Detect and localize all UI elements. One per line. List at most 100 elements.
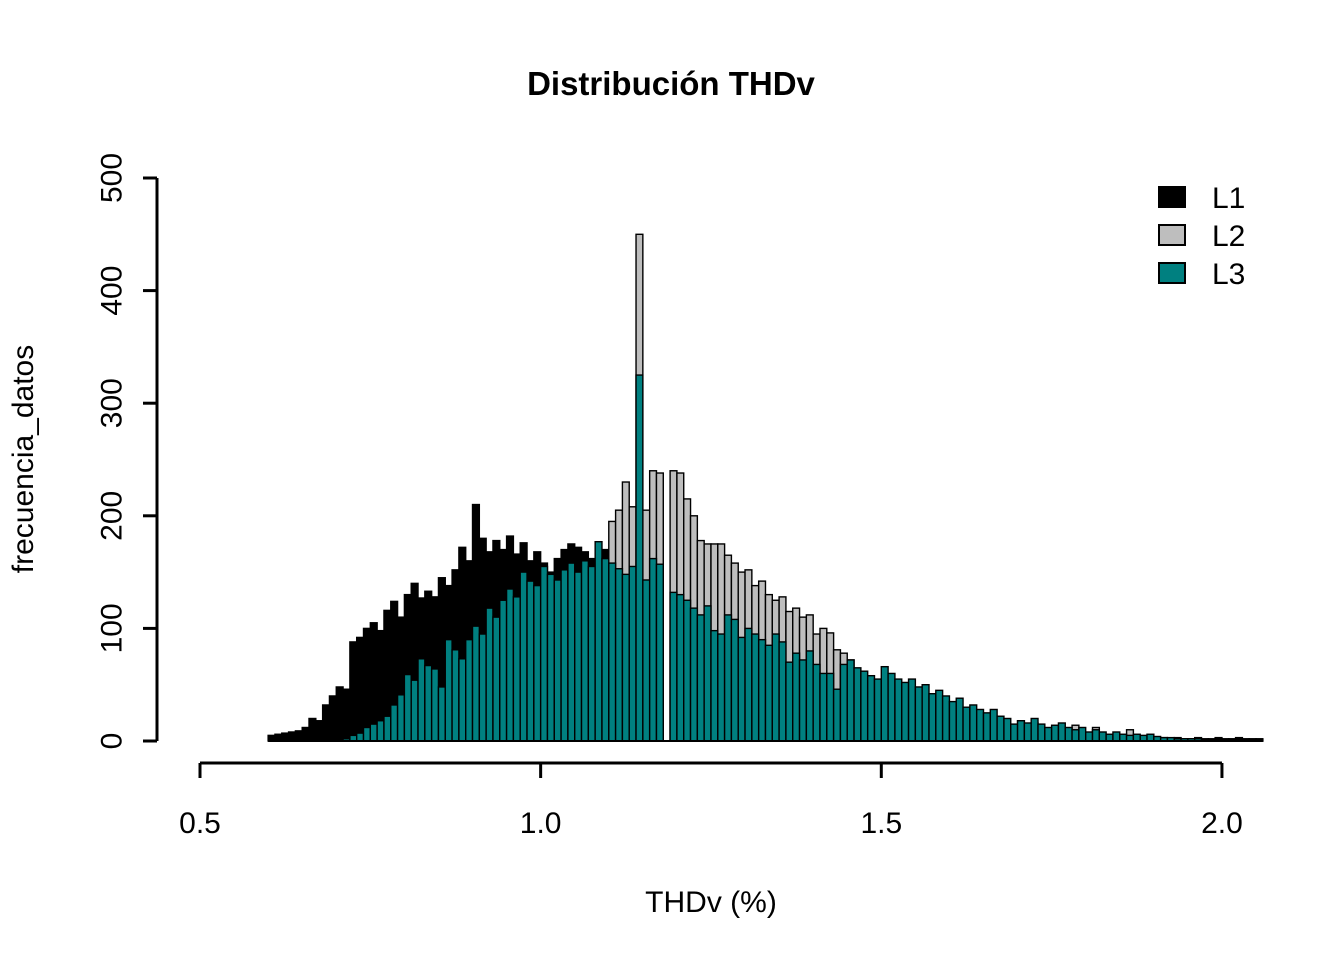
y-axis: 0 100 200 300 400 500 — [96, 153, 159, 750]
histogram-bar — [342, 688, 351, 742]
histogram-bar — [621, 573, 630, 742]
chart-title: Distribución THDv — [527, 65, 815, 102]
histogram-bar — [287, 731, 297, 742]
histogram-bar — [519, 571, 528, 742]
histogram-bar — [424, 664, 433, 742]
x-axis-label: THDv (%) — [645, 886, 777, 919]
legend-swatch-l3-icon — [1158, 262, 1186, 284]
histogram-bar — [1091, 729, 1101, 742]
histogram-bar — [975, 708, 985, 742]
y-tick-label: 0 — [96, 733, 129, 750]
legend-label-l3: L3 — [1212, 258, 1245, 291]
histogram-bar — [880, 665, 889, 742]
histogram-bar — [839, 663, 848, 742]
histogram-bar — [403, 673, 412, 742]
histogram-bar — [301, 726, 310, 742]
y-tick-label: 100 — [96, 603, 129, 653]
histogram-bar — [1057, 722, 1066, 742]
y-tick-label: 300 — [96, 378, 129, 428]
histogram-bar — [1071, 729, 1080, 742]
histogram-bar — [894, 678, 903, 742]
histogram-bar — [553, 579, 562, 742]
series-l3-bars — [342, 374, 1264, 742]
histogram-bar — [362, 726, 372, 742]
histogram-bar — [437, 686, 446, 742]
histogram-bar — [798, 659, 808, 742]
histogram-bar — [907, 678, 917, 742]
histogram-bar — [757, 638, 767, 742]
histogram-bar — [574, 571, 583, 742]
legend: L1 L2 L3 — [1158, 182, 1245, 291]
histogram-bar — [465, 638, 474, 742]
histogram-bar — [737, 636, 746, 742]
y-axis-label: frecuencia_datos — [7, 345, 40, 574]
histogram-bar — [901, 681, 910, 742]
histogram-bar — [539, 565, 549, 742]
histogram-bar — [1023, 722, 1032, 742]
histogram-bar — [866, 674, 876, 742]
histogram-bar — [390, 704, 399, 742]
legend-item-l2: L2 — [1158, 220, 1245, 253]
histogram-bar — [826, 672, 835, 742]
histogram-bar — [1003, 717, 1012, 742]
histogram-bar — [594, 540, 603, 742]
histogram-bar — [430, 668, 440, 742]
legend-swatch-l2-icon — [1158, 224, 1186, 246]
histogram-bar — [703, 605, 712, 742]
histogram-bar — [608, 562, 617, 742]
histogram-bar — [751, 633, 760, 742]
histogram-bar — [832, 688, 842, 742]
histogram-bar — [717, 633, 726, 742]
histogram-bar — [669, 591, 678, 742]
histogram-bar — [710, 629, 719, 742]
x-tick-label: 1.0 — [520, 807, 562, 840]
histogram-bar — [989, 708, 998, 742]
histogram-bar — [321, 704, 331, 742]
histogram-bar — [853, 667, 862, 742]
histogram-bar — [921, 684, 930, 742]
histogram-bar — [846, 659, 855, 742]
histogram-bar — [1098, 731, 1107, 742]
histogram-bar — [635, 374, 644, 742]
histogram-bar — [526, 580, 535, 742]
histogram-bar — [369, 622, 378, 742]
histogram-bar — [587, 565, 596, 742]
histogram-bar — [274, 733, 283, 742]
histogram-bar — [969, 704, 978, 742]
histogram-bar — [1146, 733, 1155, 742]
legend-item-l3: L3 — [1158, 258, 1245, 291]
histogram-bar — [996, 715, 1005, 742]
histogram-bar — [819, 672, 828, 742]
histogram-bar — [744, 627, 753, 742]
histogram-bar — [683, 599, 692, 742]
histogram-bar — [792, 652, 801, 742]
histogram-bar — [410, 679, 419, 742]
x-tick-label: 0.5 — [179, 807, 221, 840]
legend-label-l2: L2 — [1212, 220, 1245, 253]
histogram-bar — [696, 614, 705, 742]
histogram-bar — [444, 638, 453, 742]
histogram-bar — [1064, 726, 1073, 742]
histogram-bar — [614, 568, 624, 742]
histogram-bar — [383, 715, 392, 742]
histogram-bar — [376, 720, 385, 742]
histogram-bar — [458, 658, 467, 742]
histogram-bar — [1119, 733, 1128, 742]
histogram-bar — [982, 712, 992, 742]
legend-swatch-l1-icon — [1158, 186, 1186, 208]
histogram-bar — [1112, 731, 1121, 742]
y-tick-label: 400 — [96, 266, 129, 316]
histogram-bar — [1078, 726, 1087, 742]
histogram-bar — [955, 697, 964, 742]
histogram-bar — [948, 700, 957, 742]
legend-label-l1: L1 — [1212, 182, 1245, 215]
histogram-bar — [1037, 723, 1046, 742]
histogram-bar — [560, 569, 569, 742]
x-tick-label: 1.5 — [860, 807, 902, 840]
histogram-bar — [1105, 733, 1114, 742]
histogram-bar — [1050, 724, 1060, 742]
histogram-bar — [628, 565, 637, 742]
histogram-bar — [499, 599, 508, 742]
